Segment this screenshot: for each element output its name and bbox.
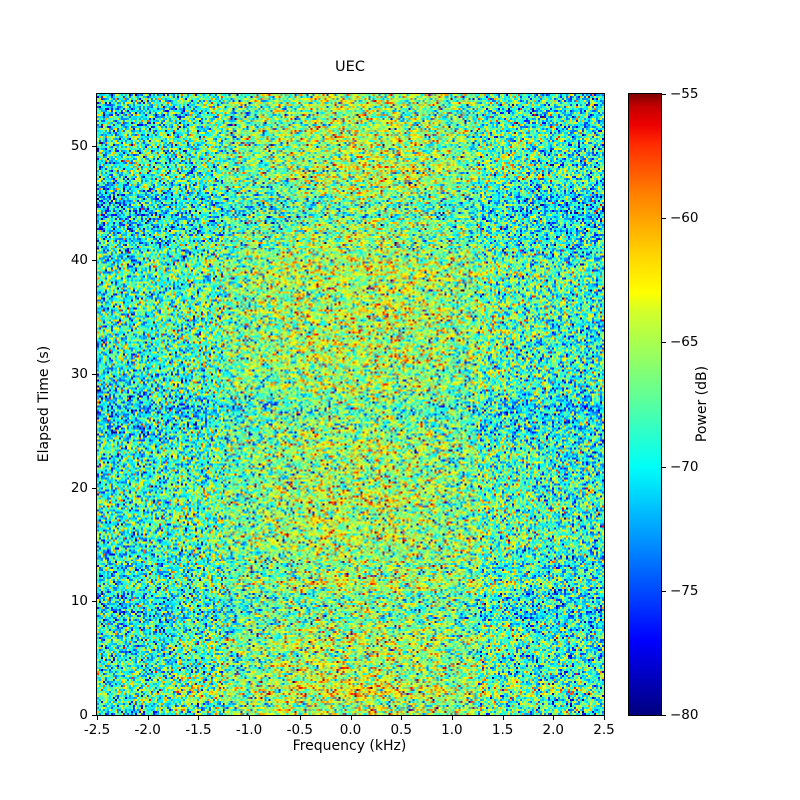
y-tick-label: 20 [70, 479, 88, 496]
x-tick-label: -0.5 [286, 722, 313, 738]
colorbar-tick-label: −80 [670, 707, 699, 723]
x-tick-label: 1.0 [441, 722, 463, 738]
x-tick-label: 2.0 [542, 722, 565, 738]
colorbar-label: Power (dB) [694, 365, 710, 443]
x-axis-label: Frequency (kHz) [292, 738, 407, 754]
colorbar-tick-mark [662, 94, 666, 95]
x-tick-label: 1.5 [491, 722, 514, 738]
x-tick-mark [350, 716, 352, 720]
x-tick-mark [249, 716, 251, 720]
colorbar-tick-label: −60 [670, 210, 699, 227]
x-tick-label: 0.5 [390, 722, 412, 738]
y-tick-label: 30 [70, 365, 88, 382]
colorbar-tick-label: −55 [670, 86, 699, 102]
y-tick-label: 0 [79, 707, 88, 723]
colorbar-tick-label: −65 [670, 334, 699, 351]
colorbar-tick-mark [662, 590, 666, 592]
spectrogram-axes [96, 93, 605, 716]
x-tick-mark [451, 716, 453, 720]
y-tick-label: 40 [70, 252, 88, 269]
colorbar-tick-mark [662, 715, 666, 716]
colorbar-tick-label: −75 [670, 582, 699, 599]
y-tick-mark [92, 373, 96, 375]
y-tick-mark [92, 146, 96, 148]
x-tick-label: -1.0 [235, 722, 263, 738]
colorbar-tick-mark [662, 342, 666, 344]
y-axis-label: Elapsed Time (s) [36, 345, 52, 463]
x-tick-label: 0.0 [339, 722, 362, 738]
x-tick-label: 2.5 [593, 722, 615, 738]
y-tick-mark [92, 715, 96, 716]
x-tick-mark [604, 716, 605, 720]
colorbar-tick-label: −70 [670, 458, 699, 475]
y-tick-label: 50 [70, 138, 88, 155]
x-tick-mark [553, 716, 555, 720]
y-tick-mark [92, 601, 96, 603]
x-tick-mark [502, 716, 504, 720]
x-tick-label: -2.0 [134, 722, 161, 738]
x-tick-mark [97, 716, 98, 720]
y-tick-label: 10 [70, 593, 88, 610]
x-tick-mark [198, 716, 200, 720]
x-tick-mark [299, 716, 301, 720]
colorbar [628, 93, 662, 716]
title-line-station: UEC [335, 59, 365, 75]
x-tick-label: -1.5 [185, 722, 212, 738]
colorbar-tick-mark [662, 218, 666, 220]
y-tick-mark [92, 260, 96, 262]
spectrogram-heatmap [97, 94, 604, 715]
x-tick-label: -2.5 [83, 722, 111, 738]
y-tick-mark [92, 487, 96, 489]
x-tick-mark [401, 716, 403, 720]
colorbar-tick-mark [662, 466, 666, 468]
x-tick-mark [147, 716, 149, 720]
